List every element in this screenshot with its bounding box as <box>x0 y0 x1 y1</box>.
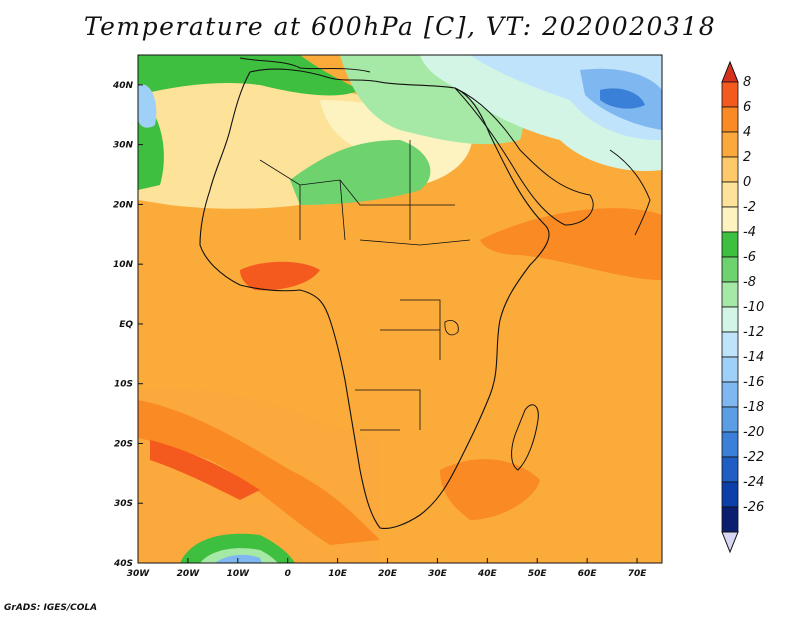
madagascar-coast <box>511 404 539 471</box>
colorbar-swatch <box>721 181 739 208</box>
country-borders <box>259 140 471 431</box>
colorbar-swatch <box>721 281 739 308</box>
colorbar-label: -14 <box>743 350 764 365</box>
band-sw <box>138 400 380 545</box>
lake-victoria <box>444 320 459 336</box>
chart-title: Temperature at 600hPa [C], VT: 202002031… <box>83 12 717 41</box>
lat-tick-label: 30N <box>113 141 134 151</box>
lat-tick-label: 20N <box>113 200 134 210</box>
lon-tick-label: 30W <box>127 569 151 579</box>
longitude-axis: 30W 20W 10W 0 10E 20E 30E 40E 50E 60E 70E <box>127 558 647 579</box>
colorbar-label: -16 <box>743 375 764 390</box>
colorbar-label: -24 <box>743 475 764 490</box>
colorbar-swatch <box>721 256 739 283</box>
arabia-coast <box>454 87 594 226</box>
colorbar-label: 6 <box>743 100 751 115</box>
colorbar-swatch <box>721 506 739 533</box>
band-madag <box>440 459 540 520</box>
colorbar-swatch <box>721 331 739 358</box>
lon-tick-label: 20W <box>177 569 201 579</box>
cold-ne-4 <box>600 88 645 109</box>
europe-coast <box>239 57 371 73</box>
colorbar-label: -8 <box>743 275 756 290</box>
colorbar-swatch <box>721 231 739 258</box>
lat-tick-label: EQ <box>119 320 133 330</box>
colorbar-label: -20 <box>743 425 764 440</box>
colorbar-swatch <box>721 406 739 433</box>
band-arabian <box>480 208 662 280</box>
lat-tick-label: 10S <box>114 380 133 390</box>
map-panel <box>138 55 662 563</box>
colorbar-swatch <box>721 206 739 233</box>
lon-tick-label: 70E <box>628 569 648 579</box>
green-north <box>138 55 360 96</box>
colorbar-label: -26 <box>743 500 764 515</box>
colorbar-label: 0 <box>743 175 751 190</box>
colorbar-label: -2 <box>743 200 756 215</box>
colorbar-swatch <box>721 381 739 408</box>
colorbar-swatch <box>721 456 739 483</box>
colorbar-label: -6 <box>743 250 756 265</box>
lon-tick-label: 50E <box>528 569 548 579</box>
map-frame <box>137 54 663 564</box>
colorbar-swatch <box>721 481 739 508</box>
colorbar-label: -22 <box>743 450 764 465</box>
cold-sw-2 <box>215 554 262 563</box>
colorbar-swatch <box>721 106 739 133</box>
green-sahel <box>290 140 431 205</box>
colorbar-swatch <box>721 431 739 458</box>
band-sw-dark <box>150 440 260 500</box>
colorbar-swatch <box>721 131 739 158</box>
lon-tick-label: 0 <box>285 569 291 579</box>
lon-tick-label: 20E <box>378 569 398 579</box>
india-coast <box>609 149 651 236</box>
lat-tick-label: 40N <box>112 81 134 91</box>
colorbar-swatch <box>721 356 739 383</box>
colorbar-bottom-arrow <box>721 531 739 554</box>
colorbar-top-arrow <box>721 60 739 83</box>
lon-tick-label: 10E <box>328 569 348 579</box>
colorbar-label: -18 <box>743 400 764 415</box>
lon-tick-label: 10W <box>227 569 251 579</box>
colorbar-label: 8 <box>743 75 751 90</box>
lat-tick-label: 40S <box>113 559 133 569</box>
lon-tick-label: 60E <box>578 569 598 579</box>
lat-tick-label: 10N <box>113 260 134 270</box>
lon-tick-label: 30E <box>428 569 448 579</box>
cold-nw <box>138 84 157 128</box>
colorbar-label: 4 <box>743 125 751 140</box>
colorbar-swatch <box>721 81 739 108</box>
colorbar-swatch <box>721 306 739 333</box>
latitude-axis: 40N 30N 20N 10N EQ 10S 20S 30S 40S <box>112 81 143 569</box>
lat-tick-label: 30S <box>114 499 133 509</box>
colorbar: 8 6 4 2 0 -2 -4 -6 -8 -10 -12 -14 -16 -18 -20 -22 -24 -26 <box>721 60 764 554</box>
colorbar-label: -10 <box>743 300 764 315</box>
lat-tick-label: 20S <box>114 439 133 449</box>
band-west-africa <box>240 261 320 291</box>
credit-text: GrADS: IGES/COLA <box>4 603 98 613</box>
lon-tick-label: 40E <box>477 569 498 579</box>
colorbar-label: -12 <box>743 325 764 340</box>
colorbar-label: 2 <box>743 150 751 165</box>
colorbar-label: -4 <box>743 225 756 240</box>
colorbar-swatch <box>721 156 739 183</box>
